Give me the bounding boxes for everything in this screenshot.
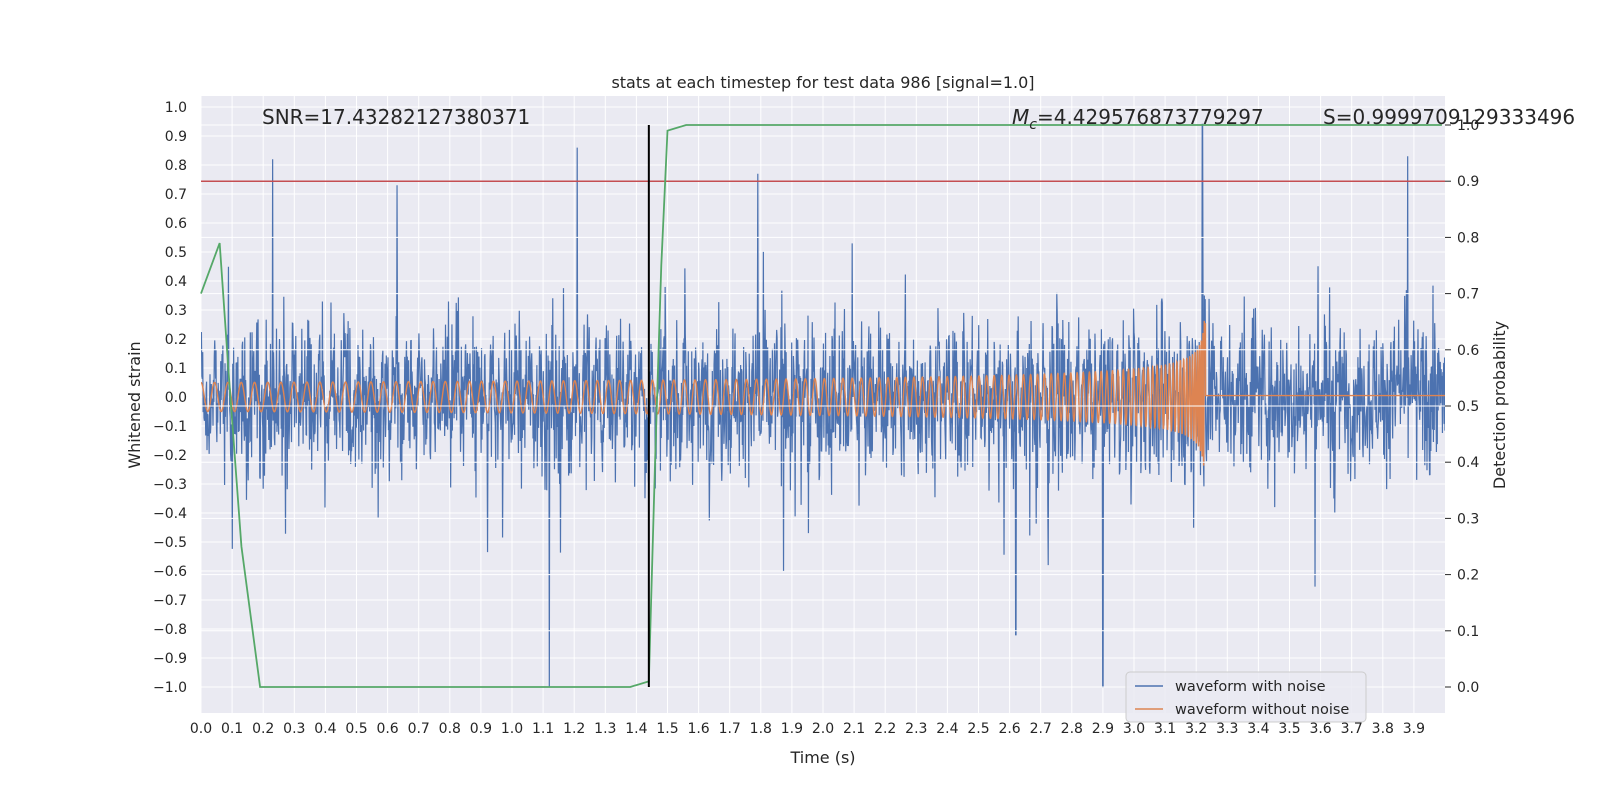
x-tick-label: 2.8 [1061,721,1083,737]
x-tick-label: 2.5 [967,721,989,737]
x-tick-label: 1.9 [781,721,803,737]
x-tick-label: 0.4 [314,721,336,737]
x-tick-label: 3.7 [1341,721,1363,737]
y-left-tick-label: −0.1 [153,419,187,435]
y-right-tick-label: 0.9 [1457,174,1479,190]
series-waveform-without-noise [201,320,1445,466]
chirp-mass-annotation: Mc=4.429576873779297 [1012,105,1264,133]
x-tick-label: 1.8 [750,721,772,737]
y-left-tick-label: 0.2 [165,332,187,348]
y-left-tick-label: 0.9 [165,129,187,145]
chirp-mass-value: =4.429576873779297 [1037,105,1264,129]
y-left-tick-label: −0.3 [153,477,187,493]
score-annotation: S=0.9999709129333496 [1323,105,1575,129]
y-left-tick-label: 0.4 [165,274,187,290]
y-left-tick-label: −0.6 [153,564,187,580]
series-waveform-with-noise [201,123,1445,688]
x-tick-label: 3.8 [1372,721,1394,737]
x-tick-label: 0.9 [470,721,492,737]
y-axis-right-ticks: 1.0 0.9 0.8 0.7 0.6 0.5 0.4 0.3 0.2 0.1 0.0 [1445,118,1479,696]
y-right-tick-label: 0.4 [1457,455,1479,471]
y-left-tick-label: 0.0 [165,390,187,406]
x-tick-label: 2.7 [1030,721,1052,737]
x-tick-label: 0.7 [408,721,430,737]
y-left-tick-label: 0.5 [165,245,187,261]
line-waveform-with-noise [201,123,1445,688]
y-left-tick-label: −1.0 [153,680,187,696]
x-tick-label: 0.6 [376,721,398,737]
y-left-tick-label: −0.4 [153,506,187,522]
chirp-mass-subscript: c [1029,117,1037,133]
x-tick-label: 0.1 [221,721,243,737]
x-axis-label: Time (s) [789,748,855,767]
y-left-tick-label: 0.6 [165,216,187,232]
x-tick-label: 2.6 [998,721,1020,737]
x-tick-label: 0.8 [439,721,461,737]
y-left-tick-label: 0.1 [165,361,187,377]
x-tick-label: 3.9 [1403,721,1425,737]
x-tick-label: 3.0 [1123,721,1145,737]
x-tick-label: 2.1 [843,721,865,737]
x-tick-label: 2.3 [905,721,927,737]
y-axis-left-label: Whitened strain [125,341,144,468]
x-tick-label: 3.3 [1216,721,1238,737]
chirp-mass-symbol: M [1012,105,1029,129]
x-tick-label: 1.0 [501,721,523,737]
x-tick-label: 0.3 [283,721,305,737]
x-tick-label: 3.2 [1185,721,1207,737]
x-tick-label: 2.9 [1092,721,1114,737]
y-left-tick-label: −0.5 [153,535,187,551]
y-right-tick-label: 1.0 [1457,118,1479,134]
x-tick-label: 2.2 [874,721,896,737]
y-axis-right-label: Detection probability [1490,321,1509,489]
line-waveform-without-noise [201,320,1445,466]
legend-label-noise: waveform with noise [1175,679,1326,695]
legend-label-clean: waveform without noise [1175,702,1349,718]
chart-title: stats at each timestep for test data 986… [611,73,1034,92]
y-right-tick-label: 0.6 [1457,343,1479,359]
line-detection-probability [200,124,1442,688]
x-tick-label: 3.6 [1309,721,1331,737]
y-axis-left-ticks: 1.0 0.9 0.8 0.7 0.6 0.5 0.4 0.3 0.2 0.1 0.0 −0.1 −0.… [153,100,187,696]
x-tick-label: 3.4 [1247,721,1269,737]
y-left-tick-label: −0.8 [153,622,187,638]
y-left-tick-label: −0.7 [153,593,187,609]
x-tick-label: 0.2 [252,721,274,737]
y-right-tick-label: 0.0 [1457,680,1479,696]
y-right-tick-label: 0.8 [1457,230,1479,246]
y-left-tick-label: 0.8 [165,158,187,174]
y-left-tick-label: 1.0 [165,100,187,116]
x-tick-label: 0.0 [190,721,212,737]
y-left-tick-label: −0.9 [153,651,187,667]
x-tick-label: 2.4 [936,721,958,737]
x-tick-label: 1.3 [594,721,616,737]
y-right-tick-label: 0.5 [1457,399,1479,415]
x-tick-label: 1.7 [719,721,741,737]
y-right-tick-label: 0.3 [1457,511,1479,527]
y-right-tick-label: 0.7 [1457,287,1479,303]
x-axis-ticks: 0.0 0.1 0.2 0.3 0.4 0.5 0.6 0.7 0.8 0.9 1.0 1.1 1.2 1… [190,721,1425,737]
x-tick-label: 2.0 [812,721,834,737]
x-tick-label: 1.5 [656,721,678,737]
x-tick-label: 3.5 [1278,721,1300,737]
snr-annotation: SNR=17.43282127380371 [262,105,530,129]
x-tick-label: 1.6 [687,721,709,737]
y-left-tick-label: 0.3 [165,303,187,319]
y-right-tick-label: 0.1 [1457,624,1479,640]
legend-box [1125,671,1367,723]
legend: waveform with noise waveform without noi… [1125,671,1367,723]
x-tick-label: 1.1 [532,721,554,737]
x-tick-label: 3.1 [1154,721,1176,737]
y-right-tick-label: 0.2 [1457,568,1479,584]
x-tick-label: 1.2 [563,721,585,737]
y-left-tick-label: −0.2 [153,448,187,464]
x-tick-label: 0.5 [345,721,367,737]
y-left-tick-label: 0.7 [165,187,187,203]
x-tick-label: 1.4 [625,721,647,737]
